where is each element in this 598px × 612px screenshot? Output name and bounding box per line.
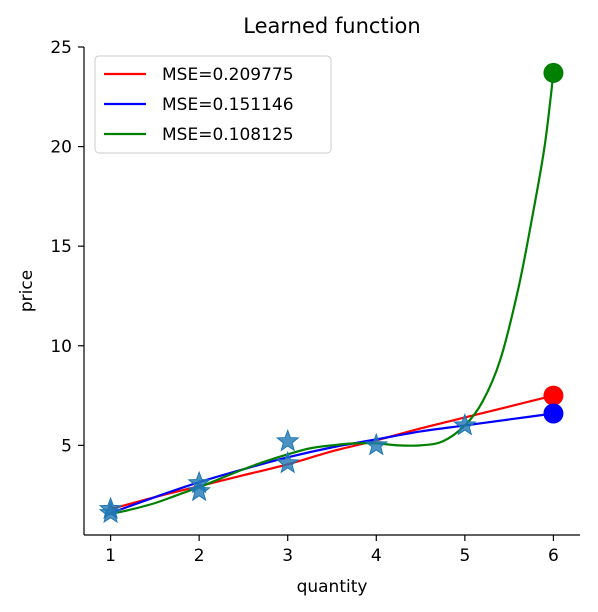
y-tick-label: 20 — [50, 138, 72, 158]
legend-label-series-3: MSE=0.108125 — [162, 125, 294, 145]
chart-title: Learned function — [243, 14, 420, 38]
endpoint-marker — [543, 386, 563, 406]
x-tick-label: 5 — [459, 546, 470, 566]
y-axis-label: price — [17, 270, 37, 312]
y-tick-label: 10 — [50, 337, 72, 357]
endpoint-marker — [543, 403, 563, 423]
x-axis-label: quantity — [297, 577, 368, 597]
x-tick-label: 3 — [282, 546, 293, 566]
legend: MSE=0.209775 MSE=0.151146 MSE=0.108125 — [95, 56, 331, 153]
y-tick-label: 25 — [50, 38, 72, 58]
y-tick-label: 5 — [61, 436, 72, 456]
endpoint-marker — [543, 63, 563, 83]
x-tick-label: 1 — [105, 546, 116, 566]
x-tick-label: 6 — [548, 546, 559, 566]
legend-label-series-2: MSE=0.151146 — [162, 95, 294, 115]
x-tick-label: 4 — [371, 546, 382, 566]
x-tick-label: 2 — [194, 546, 205, 566]
legend-label-series-1: MSE=0.209775 — [162, 65, 294, 85]
y-tick-label: 15 — [50, 237, 72, 257]
